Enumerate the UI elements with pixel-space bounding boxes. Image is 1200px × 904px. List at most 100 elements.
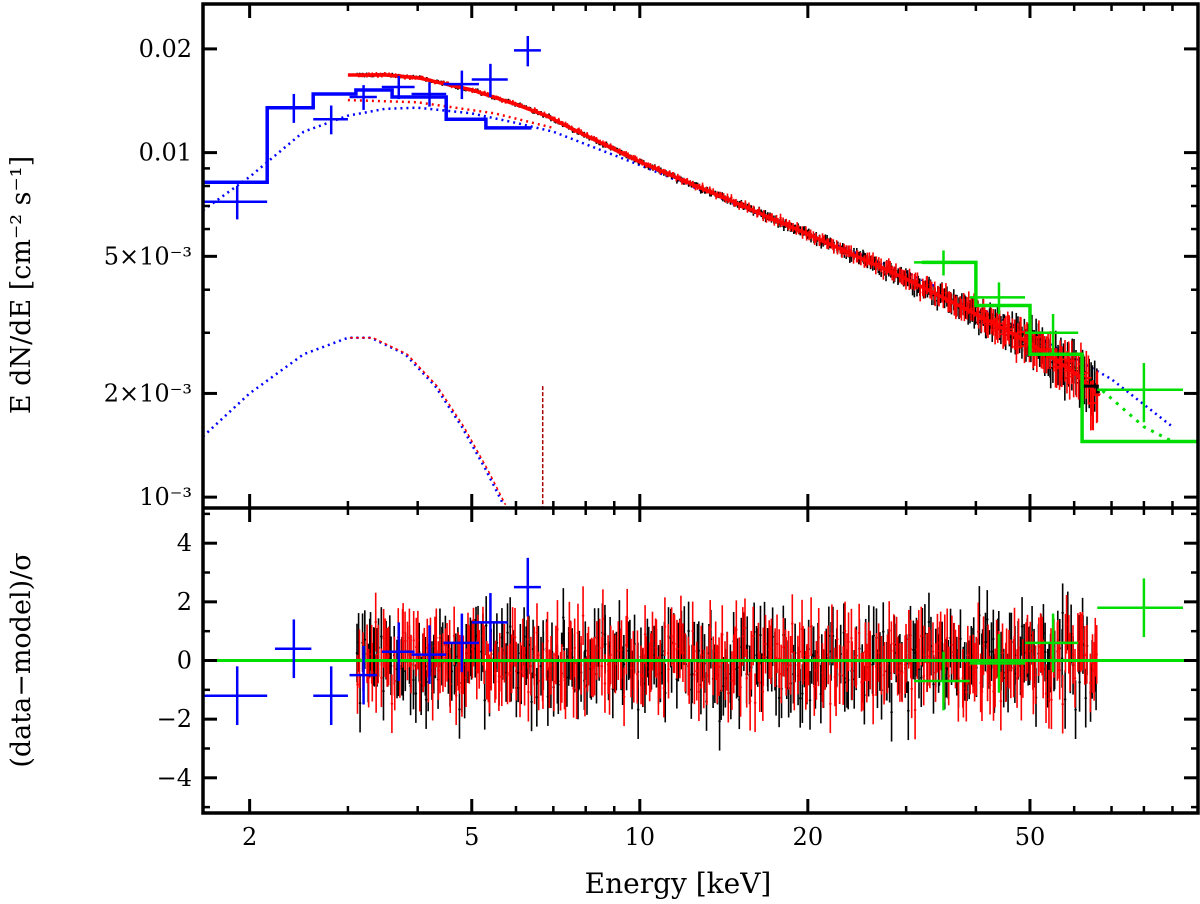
residual-point xyxy=(741,607,745,666)
residual-point xyxy=(533,645,536,705)
xrt-point-5 xyxy=(411,82,447,107)
residual-point xyxy=(620,620,623,679)
residual-point xyxy=(757,622,760,682)
residual-point xyxy=(1032,655,1035,715)
data-point xyxy=(969,297,973,321)
residual-point xyxy=(519,642,522,702)
residual-point xyxy=(367,648,370,708)
residual-point xyxy=(871,665,875,725)
residual-point xyxy=(922,625,926,685)
residual-point xyxy=(982,616,985,676)
residual-point xyxy=(371,642,374,702)
residual-point xyxy=(408,608,411,668)
data-point xyxy=(904,273,908,290)
residual-point xyxy=(526,610,530,669)
residual-point xyxy=(890,682,893,742)
residual-point xyxy=(556,600,559,659)
data-point xyxy=(877,257,881,271)
bottom-y-tick-label-2: 0 xyxy=(177,647,192,675)
xrt-residual-7 xyxy=(471,593,508,652)
data-point xyxy=(914,272,917,290)
total-model-line xyxy=(347,73,1099,395)
residual-point xyxy=(643,605,647,664)
residual-point xyxy=(920,606,923,666)
residual-point xyxy=(458,634,461,694)
residual-point xyxy=(709,600,712,659)
residual-point xyxy=(980,662,984,722)
residual-point xyxy=(986,624,990,684)
residual-point xyxy=(995,619,998,679)
residual-point xyxy=(675,619,679,679)
residual-point xyxy=(900,643,904,703)
xrt-point-1 xyxy=(274,93,312,123)
residual-point xyxy=(798,622,801,681)
residual-point xyxy=(609,625,612,685)
residual-point xyxy=(977,602,980,662)
residual-point xyxy=(1029,621,1032,681)
residual-point xyxy=(917,610,920,669)
residual-point xyxy=(851,641,854,701)
residual-point xyxy=(1047,669,1051,729)
residual-point xyxy=(762,627,765,687)
residual-point xyxy=(767,620,771,679)
top-y-tick-label-0: 0.02 xyxy=(139,35,192,63)
residual-point xyxy=(745,648,748,708)
data-point xyxy=(933,287,937,307)
xrt-point-6 xyxy=(443,70,479,100)
residual-point xyxy=(943,614,946,674)
xrt-residual-4 xyxy=(381,622,415,682)
residual-point xyxy=(657,656,660,716)
residual-point xyxy=(562,588,565,647)
residual-point xyxy=(437,641,440,700)
residual-point xyxy=(649,633,653,692)
residual-point xyxy=(770,618,773,678)
residual-point xyxy=(494,640,497,700)
residual-point xyxy=(907,681,910,741)
residual-point xyxy=(560,644,564,703)
residual-point xyxy=(880,635,883,695)
residual-point xyxy=(527,662,530,722)
residual-point xyxy=(986,590,989,649)
residual-point xyxy=(423,627,426,687)
residual-point xyxy=(444,628,447,688)
residual-point xyxy=(1044,664,1048,723)
residual-point xyxy=(424,670,428,729)
residual-point xyxy=(377,624,380,684)
x-tick-label-0: 2 xyxy=(242,823,257,851)
xrt-point-3 xyxy=(349,85,377,110)
residual-point xyxy=(784,636,788,696)
residual-point xyxy=(743,598,747,658)
residual-point xyxy=(973,642,976,702)
residual-point xyxy=(516,643,520,703)
residual-point xyxy=(990,622,993,681)
residual-point xyxy=(913,680,917,740)
data-point xyxy=(879,258,883,273)
residual-point xyxy=(508,643,511,703)
xrt-residual-0 xyxy=(203,666,268,726)
data-point xyxy=(984,312,992,338)
residual-point xyxy=(464,648,468,708)
residual-point xyxy=(691,601,694,661)
residual-point xyxy=(382,661,385,721)
xrt-residual-5 xyxy=(411,625,447,684)
residual-point xyxy=(888,601,891,660)
residual-point xyxy=(687,645,691,704)
residual-point xyxy=(957,624,960,684)
residual-point xyxy=(573,618,576,678)
residual-point xyxy=(645,636,648,695)
residual-point xyxy=(717,637,721,696)
residual-point xyxy=(875,633,878,692)
residual-point xyxy=(946,608,949,668)
residual-point xyxy=(639,645,643,705)
data-point xyxy=(960,298,963,321)
bat-residual-3 xyxy=(1097,578,1183,638)
residual-point xyxy=(778,629,781,688)
residual-point xyxy=(684,633,687,692)
residual-point xyxy=(441,633,445,692)
data-point xyxy=(1004,311,1011,341)
residual-point xyxy=(511,607,514,666)
residual-point xyxy=(815,641,818,700)
xrt-point-0 xyxy=(203,186,268,220)
bottom-y-tick-label-4: −4 xyxy=(157,764,192,792)
residual-point xyxy=(836,609,839,669)
